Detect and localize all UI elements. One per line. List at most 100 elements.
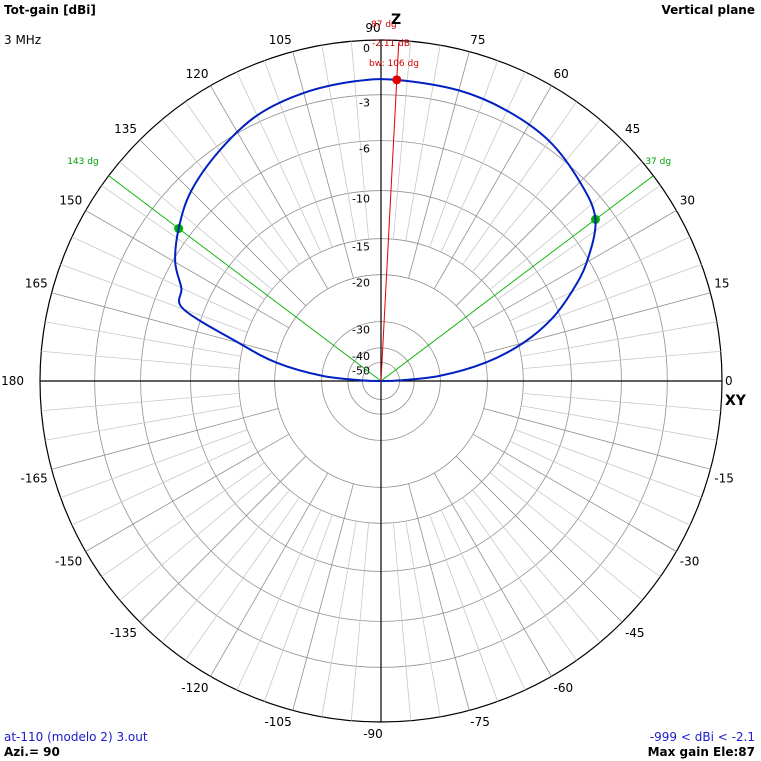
angle-tick-label: -90 [363,727,383,741]
grid-spoke [429,60,499,248]
angle-tick-label: 60 [554,67,569,81]
beamwidth-label-upper: 143 dg [67,157,98,167]
grid-spoke [472,210,677,329]
grid-spoke [51,408,279,470]
grid-spoke [462,497,577,661]
max-gain-dot [392,75,402,85]
grid-spoke [236,71,322,253]
angle-tick-label: 30 [680,194,695,208]
grid-spoke [472,489,601,643]
grid-spoke [161,119,290,273]
radial-tick-label: 0 [363,42,370,55]
grid-spoke [139,455,307,623]
grid-spoke [350,41,369,240]
grid-spoke [489,472,643,601]
grid-spoke [521,321,717,357]
radial-tick-label: -40 [352,350,370,363]
angle-tick-label: -105 [264,715,291,729]
grid-spoke [472,433,677,552]
radial-tick-label: -30 [352,324,370,337]
grid-spoke [440,71,526,253]
frequency-label: 3 MHz [4,33,41,47]
angle-tick-label: 180 [1,374,24,388]
beamwidth-line-upper [108,175,382,382]
grid-spoke [60,429,248,499]
max-gain-label: Max gain Ele:87 [648,745,755,759]
grid-spoke [393,522,412,721]
grid-spoke [514,429,702,499]
max-gain-tick [396,42,400,80]
angle-tick-label: 15 [714,277,729,291]
beamwidth-width-label: bw: 106 dg [369,59,419,69]
gain-pattern-line [174,78,597,382]
radial-tick-label: -50 [352,364,370,377]
radial-tick-label: -15 [352,241,370,254]
grid-spoke [236,509,322,691]
grid-spoke [408,483,470,711]
angle-tick-label: -60 [554,681,574,695]
angle-tick-label: 165 [25,277,48,291]
grid-spoke [263,514,333,702]
azimuth-label: Azi.= 90 [4,745,60,759]
grid-spoke [472,119,601,273]
beamwidth-line-lower [380,175,654,382]
angle-tick-label: -75 [470,715,490,729]
grid-spoke [509,236,691,322]
radial-tick-label: -6 [359,143,370,156]
angle-tick-label: -15 [714,471,734,485]
grid-spoke [405,45,441,241]
grid-spoke [483,408,711,470]
grid-spoke [139,139,307,307]
grid-spoke [522,393,721,412]
grid-spoke [393,41,412,240]
angle-tick-label: -135 [110,626,137,640]
angle-tick-label: -120 [181,681,208,695]
grid-spoke [497,185,661,300]
grid-spoke [521,405,717,441]
angle-tick-label: -45 [625,626,645,640]
grid-spoke [429,514,499,702]
angle-tick-label: -150 [55,555,82,569]
grid-spoke [455,455,623,623]
grid-spoke [60,263,248,333]
grid-spoke [210,85,329,290]
grid-spoke [45,321,241,357]
grid-spoke [514,263,702,333]
angle-tick-label: 75 [470,33,485,47]
grid-spoke [321,521,357,717]
angle-tick-label: -30 [680,555,700,569]
grid-spoke [161,489,290,643]
grid-spoke [210,472,329,677]
max-gain-angle-label: 87 dg [371,20,397,30]
grid-spoke [85,210,290,329]
grid-spoke [509,440,691,526]
grid-spoke [489,161,643,290]
radial-tick-label: -3 [359,97,370,110]
grid-spoke [45,405,241,441]
radial-tick-label: -10 [352,193,370,206]
gain-range-label: -999 < dBi < -2.1 [650,730,755,744]
grid-spoke [405,521,441,717]
grid-spoke [101,462,265,577]
angle-tick-label: 120 [186,67,209,81]
grid-spoke [119,161,273,290]
xy-axis-label: XY [725,393,747,409]
beamwidth-label-lower: 37 dg [645,157,671,167]
grid-spoke [292,483,354,711]
file-label: at-110 (modelo 2) 3.out [4,730,148,744]
angle-tick-label: 150 [59,194,82,208]
grid-spoke [440,509,526,691]
angle-tick-label: 0 [725,374,733,388]
beamwidth-markers: 37 dg 143 dg [67,157,671,382]
grid-spoke [455,139,623,307]
plane-label: Vertical plane [661,3,755,17]
polar-grid [39,39,723,723]
grid-spoke [433,472,552,677]
grid-spoke [119,472,273,601]
grid-spoke [101,185,265,300]
max-gain-value-label: -2.11 dB [372,39,410,49]
angle-tick-label: 105 [269,33,292,47]
angle-tick-label: 90 [365,21,380,35]
grid-spoke [321,45,357,241]
